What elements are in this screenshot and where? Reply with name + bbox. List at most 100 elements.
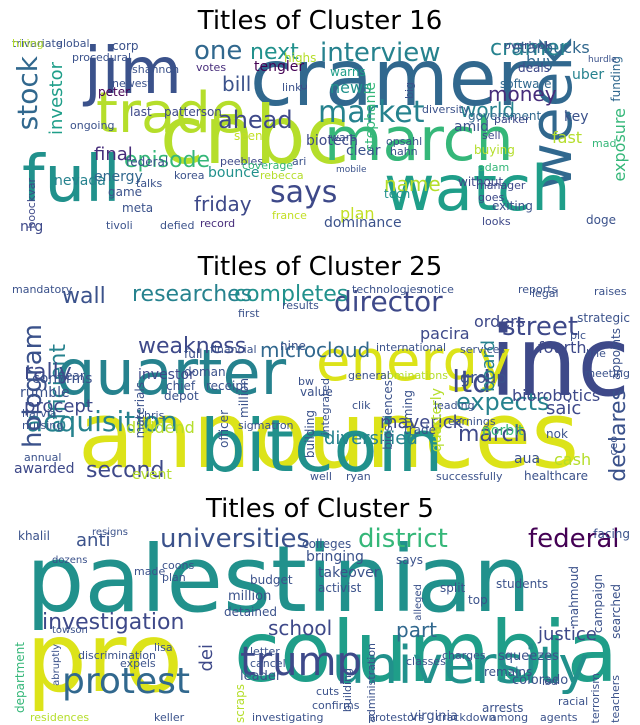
cloud-word: discrimination bbox=[78, 649, 156, 662]
cloud-word: plc bbox=[570, 329, 587, 342]
cloud-word: shannon bbox=[132, 63, 180, 76]
cloud-word: investor bbox=[138, 367, 195, 383]
cloud-word: universities bbox=[160, 526, 310, 554]
cloud-word: made bbox=[134, 565, 166, 578]
cloud-word: sigmatron bbox=[238, 419, 294, 432]
cloud-word: meeting bbox=[584, 367, 630, 380]
cloud-word: leading bbox=[434, 399, 475, 412]
cloud-word: deals bbox=[518, 61, 550, 75]
cloud-word: alleged bbox=[413, 584, 424, 621]
cloud-word: buy bbox=[526, 52, 556, 71]
cloud-word: rally bbox=[24, 360, 72, 385]
cloud-word: school bbox=[268, 616, 333, 640]
cloud-word: split bbox=[440, 581, 466, 595]
cloud-word: students bbox=[496, 577, 549, 591]
cloud-word: mobile bbox=[336, 165, 367, 175]
cloud-word: buying bbox=[474, 143, 515, 157]
cloud-word: inc bbox=[489, 306, 630, 418]
cloud-word: federal bbox=[528, 526, 620, 554]
cloud-word: takeover bbox=[318, 565, 380, 581]
cloud-word: investigating bbox=[252, 711, 324, 723]
cloud-word: procept bbox=[24, 396, 93, 417]
cloud-word: squeezes bbox=[498, 649, 559, 664]
cloud-word: starbucks bbox=[512, 38, 590, 57]
cloud-word: cash bbox=[554, 450, 592, 469]
cloud-word: international bbox=[376, 341, 447, 354]
cloud-word: first bbox=[238, 307, 260, 320]
cloud-word: news bbox=[330, 78, 372, 97]
cloud-word: general bbox=[348, 369, 390, 382]
cloud-word: amid bbox=[454, 119, 489, 135]
cloud-word: fourth bbox=[538, 338, 587, 357]
cloud-word: protestors bbox=[368, 711, 425, 723]
cloud-word: ari bbox=[292, 155, 307, 168]
cloud-word: district bbox=[358, 526, 448, 554]
cloud-word: department bbox=[13, 642, 27, 713]
cloud-word: korea bbox=[174, 169, 205, 182]
word-cloud: jim cramer cnbc trade march week full watch stoc… bbox=[12, 38, 630, 236]
cloud-word: awarded bbox=[14, 461, 75, 477]
cloud-word: pro bbox=[26, 602, 184, 714]
cloud-word: microcloud bbox=[260, 338, 371, 362]
cloud-word: second bbox=[86, 458, 165, 482]
cloud-word: chief bbox=[166, 379, 196, 393]
cloud-word: million bbox=[228, 589, 272, 604]
cloud-word: dozens bbox=[52, 555, 88, 566]
cloud-word: meta bbox=[122, 201, 154, 215]
cloud-word: keller bbox=[154, 711, 185, 723]
cloud-word: trade bbox=[404, 423, 436, 437]
cloud-word: budget bbox=[250, 573, 293, 587]
cloud-word: says bbox=[270, 175, 338, 210]
cloud-word: dei bbox=[196, 644, 217, 672]
cloud-word: bitcoin bbox=[200, 404, 444, 482]
cloud-word: corp bbox=[112, 39, 139, 53]
cloud-word: manager bbox=[476, 179, 526, 192]
cloud-word: saic bbox=[546, 398, 582, 419]
cloud-word: colorado bbox=[512, 673, 569, 688]
cloud-word: highs bbox=[284, 51, 317, 65]
cloud-word: parker bbox=[494, 113, 530, 126]
cloud-word: c bbox=[297, 84, 310, 91]
cloud-word: game bbox=[108, 185, 143, 199]
cloud-word: fast bbox=[552, 128, 583, 147]
cloud-word: cancel bbox=[250, 657, 286, 670]
word-cloud: palestinian pro columbia university trump pro… bbox=[12, 526, 630, 723]
cloud-word: financial bbox=[210, 343, 257, 356]
cloud-word: charges bbox=[442, 649, 486, 662]
cloud-word: director bbox=[334, 285, 443, 318]
cloud-word: nok bbox=[546, 427, 568, 441]
cloud-word: sell bbox=[482, 129, 501, 142]
cloud-word: votes bbox=[196, 61, 227, 74]
cloud-word: rumble bbox=[20, 385, 70, 401]
cloud-word: money bbox=[488, 82, 557, 106]
cloud-word: services bbox=[460, 343, 506, 356]
cloud-word: building bbox=[341, 668, 354, 713]
cloud-word: final bbox=[94, 144, 133, 165]
cloud-word: diversity bbox=[422, 103, 470, 116]
cloud-word: name bbox=[384, 172, 441, 196]
cloud-word: results bbox=[282, 299, 319, 312]
cloud-word: isd bbox=[542, 675, 558, 688]
cloud-word: bill bbox=[222, 72, 252, 96]
cloud-word: bw bbox=[298, 375, 314, 388]
cloud-word: full bbox=[22, 143, 121, 217]
cloud-word: year bbox=[58, 369, 85, 383]
cloud-word: confirms bbox=[32, 371, 93, 387]
cloud-word: government bbox=[468, 109, 542, 123]
cloud-word: chris bbox=[138, 409, 165, 422]
cloud-word: announces bbox=[78, 382, 580, 482]
cloud-word: line bbox=[586, 347, 606, 360]
cloud-word: anti bbox=[76, 530, 111, 551]
cloud-word: key bbox=[564, 109, 589, 125]
cloud-word: nursing bbox=[22, 419, 64, 432]
cloud-word: aua bbox=[514, 451, 541, 467]
cloud-word: plan bbox=[162, 571, 186, 584]
cloud-word: wars bbox=[330, 131, 356, 144]
cloud-word: adam bbox=[478, 161, 510, 174]
cloud-word: lisa bbox=[154, 641, 173, 654]
cloud-word: coverage bbox=[242, 159, 294, 172]
cloud-word: mahmoud bbox=[567, 566, 581, 627]
cloud-word: federal bbox=[126, 155, 169, 169]
cloud-word: hiring bbox=[12, 38, 44, 50]
cloud-word: officer bbox=[217, 410, 231, 448]
